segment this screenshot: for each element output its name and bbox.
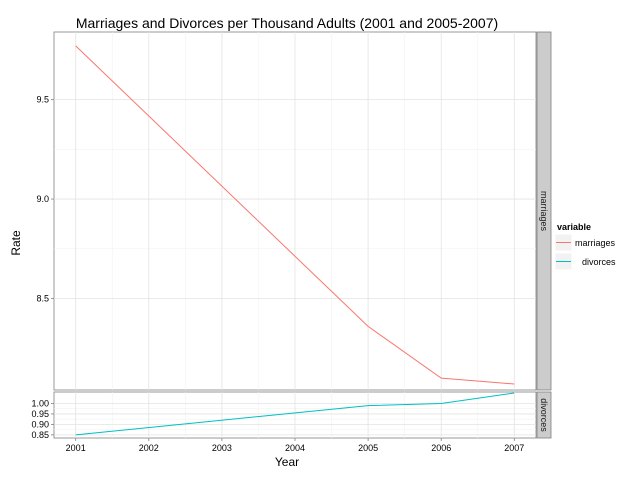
facet-strip-label-divorces: divorces	[539, 398, 549, 432]
x-tick-label: 2007	[504, 443, 524, 453]
x-tick-label: 2002	[139, 443, 159, 453]
legend-label-divorces: divorces	[582, 257, 616, 267]
facet-strip-marriages	[536, 31, 552, 391]
facet-strip-label-marriages: marriages	[539, 191, 549, 232]
series-line-divorces	[75, 392, 515, 436]
y-tick-label: 1.00	[31, 399, 49, 409]
x-tick-label: 2001	[66, 443, 86, 453]
y-tick-label: 9.0	[36, 194, 49, 204]
y-tick-label: 0.95	[31, 409, 49, 419]
x-tick-label: 2006	[431, 443, 451, 453]
x-tick-label: 2003	[212, 443, 232, 453]
x-axis-title: Year	[275, 455, 299, 469]
y-axis-ticks-marriages: 8.5 9.0 9.5	[36, 95, 54, 304]
x-tick-label: 2004	[285, 443, 305, 453]
panel-marriages: 8.5 9.0 9.5 marriages	[36, 31, 552, 391]
y-tick-label: 8.5	[36, 294, 49, 304]
panel-marriages-gridlines	[54, 32, 536, 390]
legend-title: variable	[557, 222, 591, 232]
panel-divorces: 0.850.900.951.00 divorces	[31, 391, 552, 440]
y-tick-label: 0.85	[31, 430, 49, 440]
legend: variable marriages divorces	[554, 222, 616, 271]
y-axis-ticks-divorces: 0.850.900.951.00	[31, 399, 54, 440]
y-axis-title: Rate	[9, 230, 23, 256]
facet-strip-divorces	[536, 391, 552, 439]
y-tick-label: 0.90	[31, 419, 49, 429]
x-axis-ticks: 2001 2002 2003 2004 2005 2006 2007	[66, 438, 524, 453]
chart-title: Marriages and Divorces per Thousand Adul…	[76, 15, 498, 31]
legend-label-marriages: marriages	[575, 238, 616, 248]
panel-divorces-gridlines	[54, 392, 536, 438]
x-tick-label: 2005	[358, 443, 378, 453]
y-tick-label: 9.5	[36, 95, 49, 105]
series-line-marriages	[75, 45, 515, 385]
